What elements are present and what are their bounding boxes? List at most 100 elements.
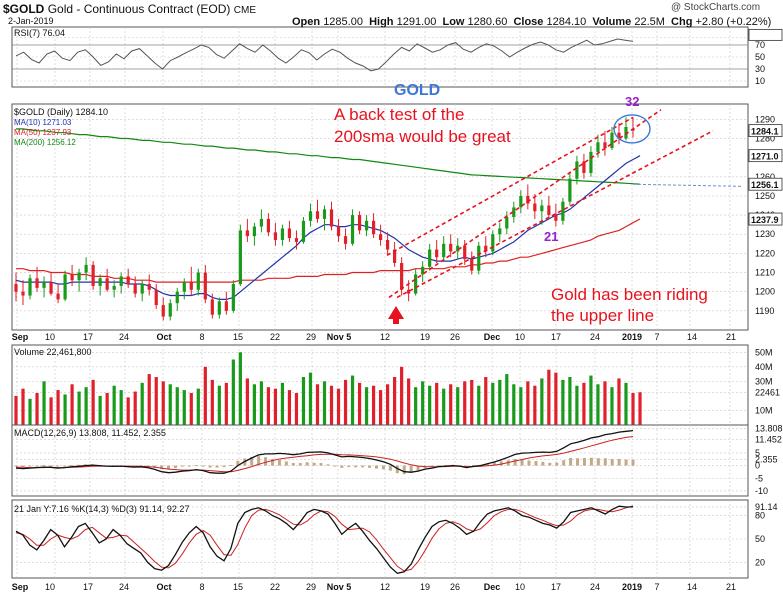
low-label: Low [442,16,465,28]
volume-bar [98,395,102,425]
price-candle [63,274,67,300]
volume-bar [210,379,214,425]
price-candle [91,264,95,286]
volume-bar [357,382,362,425]
x-axis-label: 8 [199,332,204,342]
x-axis-label: Nov 5 [327,332,352,342]
macd-histogram-bar [388,465,392,471]
macd-histogram-bar [187,465,191,467]
volume-bar [231,359,235,425]
x-axis-label: 17 [83,332,93,342]
volume-bar [329,385,334,425]
price-candle [407,289,411,294]
macd-histogram-bar [83,464,87,466]
macd-histogram-bar [28,465,32,467]
ma10-legend: MA(10) 1271.03 [14,118,72,127]
price-tick-label: 1230 [755,229,775,239]
macd-histogram-bar [485,463,489,466]
volume-bar [266,387,271,425]
price-candle [428,249,432,267]
rsi-tick-label: 30 [755,64,765,74]
macd-histogram-bar [395,465,399,474]
macd-histogram-bar [582,457,586,466]
volume-bar [638,392,642,425]
volume-bar [378,390,383,425]
highlight-circle [613,114,651,144]
volume-bar [449,384,453,425]
macd-histogram-bar [146,465,150,467]
price-candle [231,284,235,311]
macd-tick-label: 13.808 [755,424,783,434]
volume-bar [484,377,488,425]
x-axis-label: Dec [484,332,501,342]
volume-bar [224,382,228,425]
volume-bar [421,381,425,425]
macd-histogram-bar [513,458,517,466]
macd-histogram-bar [416,465,420,471]
macd-tick-label: -10 [755,486,768,496]
macd-histogram-bar [298,463,302,466]
price-candle [386,239,390,250]
volume-bar [217,385,221,425]
x-axis-label: 22 [270,332,280,342]
price-candle [203,272,207,300]
volume-bar [147,374,151,425]
price-candle [617,132,621,139]
price-candle [357,215,362,231]
macd-histogram-bar [527,460,531,466]
price-candle [252,226,256,237]
count-label-21: 21 [544,229,558,244]
macd-histogram-bar [69,465,73,467]
macd-histogram-bar [347,465,351,468]
volume-bar [49,397,53,425]
price-candle [273,232,278,240]
price-candle [463,245,467,260]
price-candle [393,249,397,263]
price-tick-label: 1280 [755,133,775,143]
open-label: Open [292,16,321,28]
price-candle [112,285,116,290]
macd-histogram-bar [42,465,46,467]
price-candle [526,195,530,204]
volume-bar [245,378,249,425]
price-candle [189,282,193,290]
volume-bar [315,384,320,425]
up-arrow-marker [388,306,404,324]
macd-histogram-bar [430,465,434,467]
volume-bar [140,382,144,425]
ma200-line [16,128,641,185]
price-candle [175,291,179,304]
volume-tick-label: 30M [755,376,773,386]
volume-bar [463,381,467,425]
stoch-tick-label: 50 [755,534,765,544]
ma200-tag-box [748,177,783,191]
macd-legend: MACD(12,26,9) 13.808, 11.452, 2.355 [14,428,166,438]
volume-tick-label: 40M [755,362,773,372]
stoch-legend: 21 Jan Y:7.16 %K(14,3) %D(3) 91.14, 92.2… [14,504,189,514]
macd-histogram-bar [596,458,600,466]
volume-bar [470,379,474,425]
volume-bar [491,382,495,425]
price-candle [575,161,579,179]
macd-histogram-bar [361,465,365,468]
volume-bar [371,385,376,425]
x-axis-label: 14 [687,332,697,342]
macd-histogram-bar [222,465,226,468]
symbol: $GOLD [3,2,45,16]
price-candle [512,207,516,217]
price-candle [435,249,439,258]
macd-histogram-bar [631,459,635,466]
volume-bar [596,384,600,425]
x-axis-label: Sep [12,332,29,342]
annotation-backtest-line2: 200sma would be great [334,127,511,146]
price-candle [315,211,320,219]
volume-bar [294,393,299,425]
price-legend: $GOLD (Daily) 1284.10 [14,107,108,117]
volume-bar [393,377,397,425]
price-candle [21,291,25,296]
macd-histogram-bar [368,465,372,468]
volume-bar [428,385,432,425]
macd-histogram-bar [402,465,406,475]
ma50-tag: 1237.9 [751,215,779,225]
volume-bar [14,395,18,425]
